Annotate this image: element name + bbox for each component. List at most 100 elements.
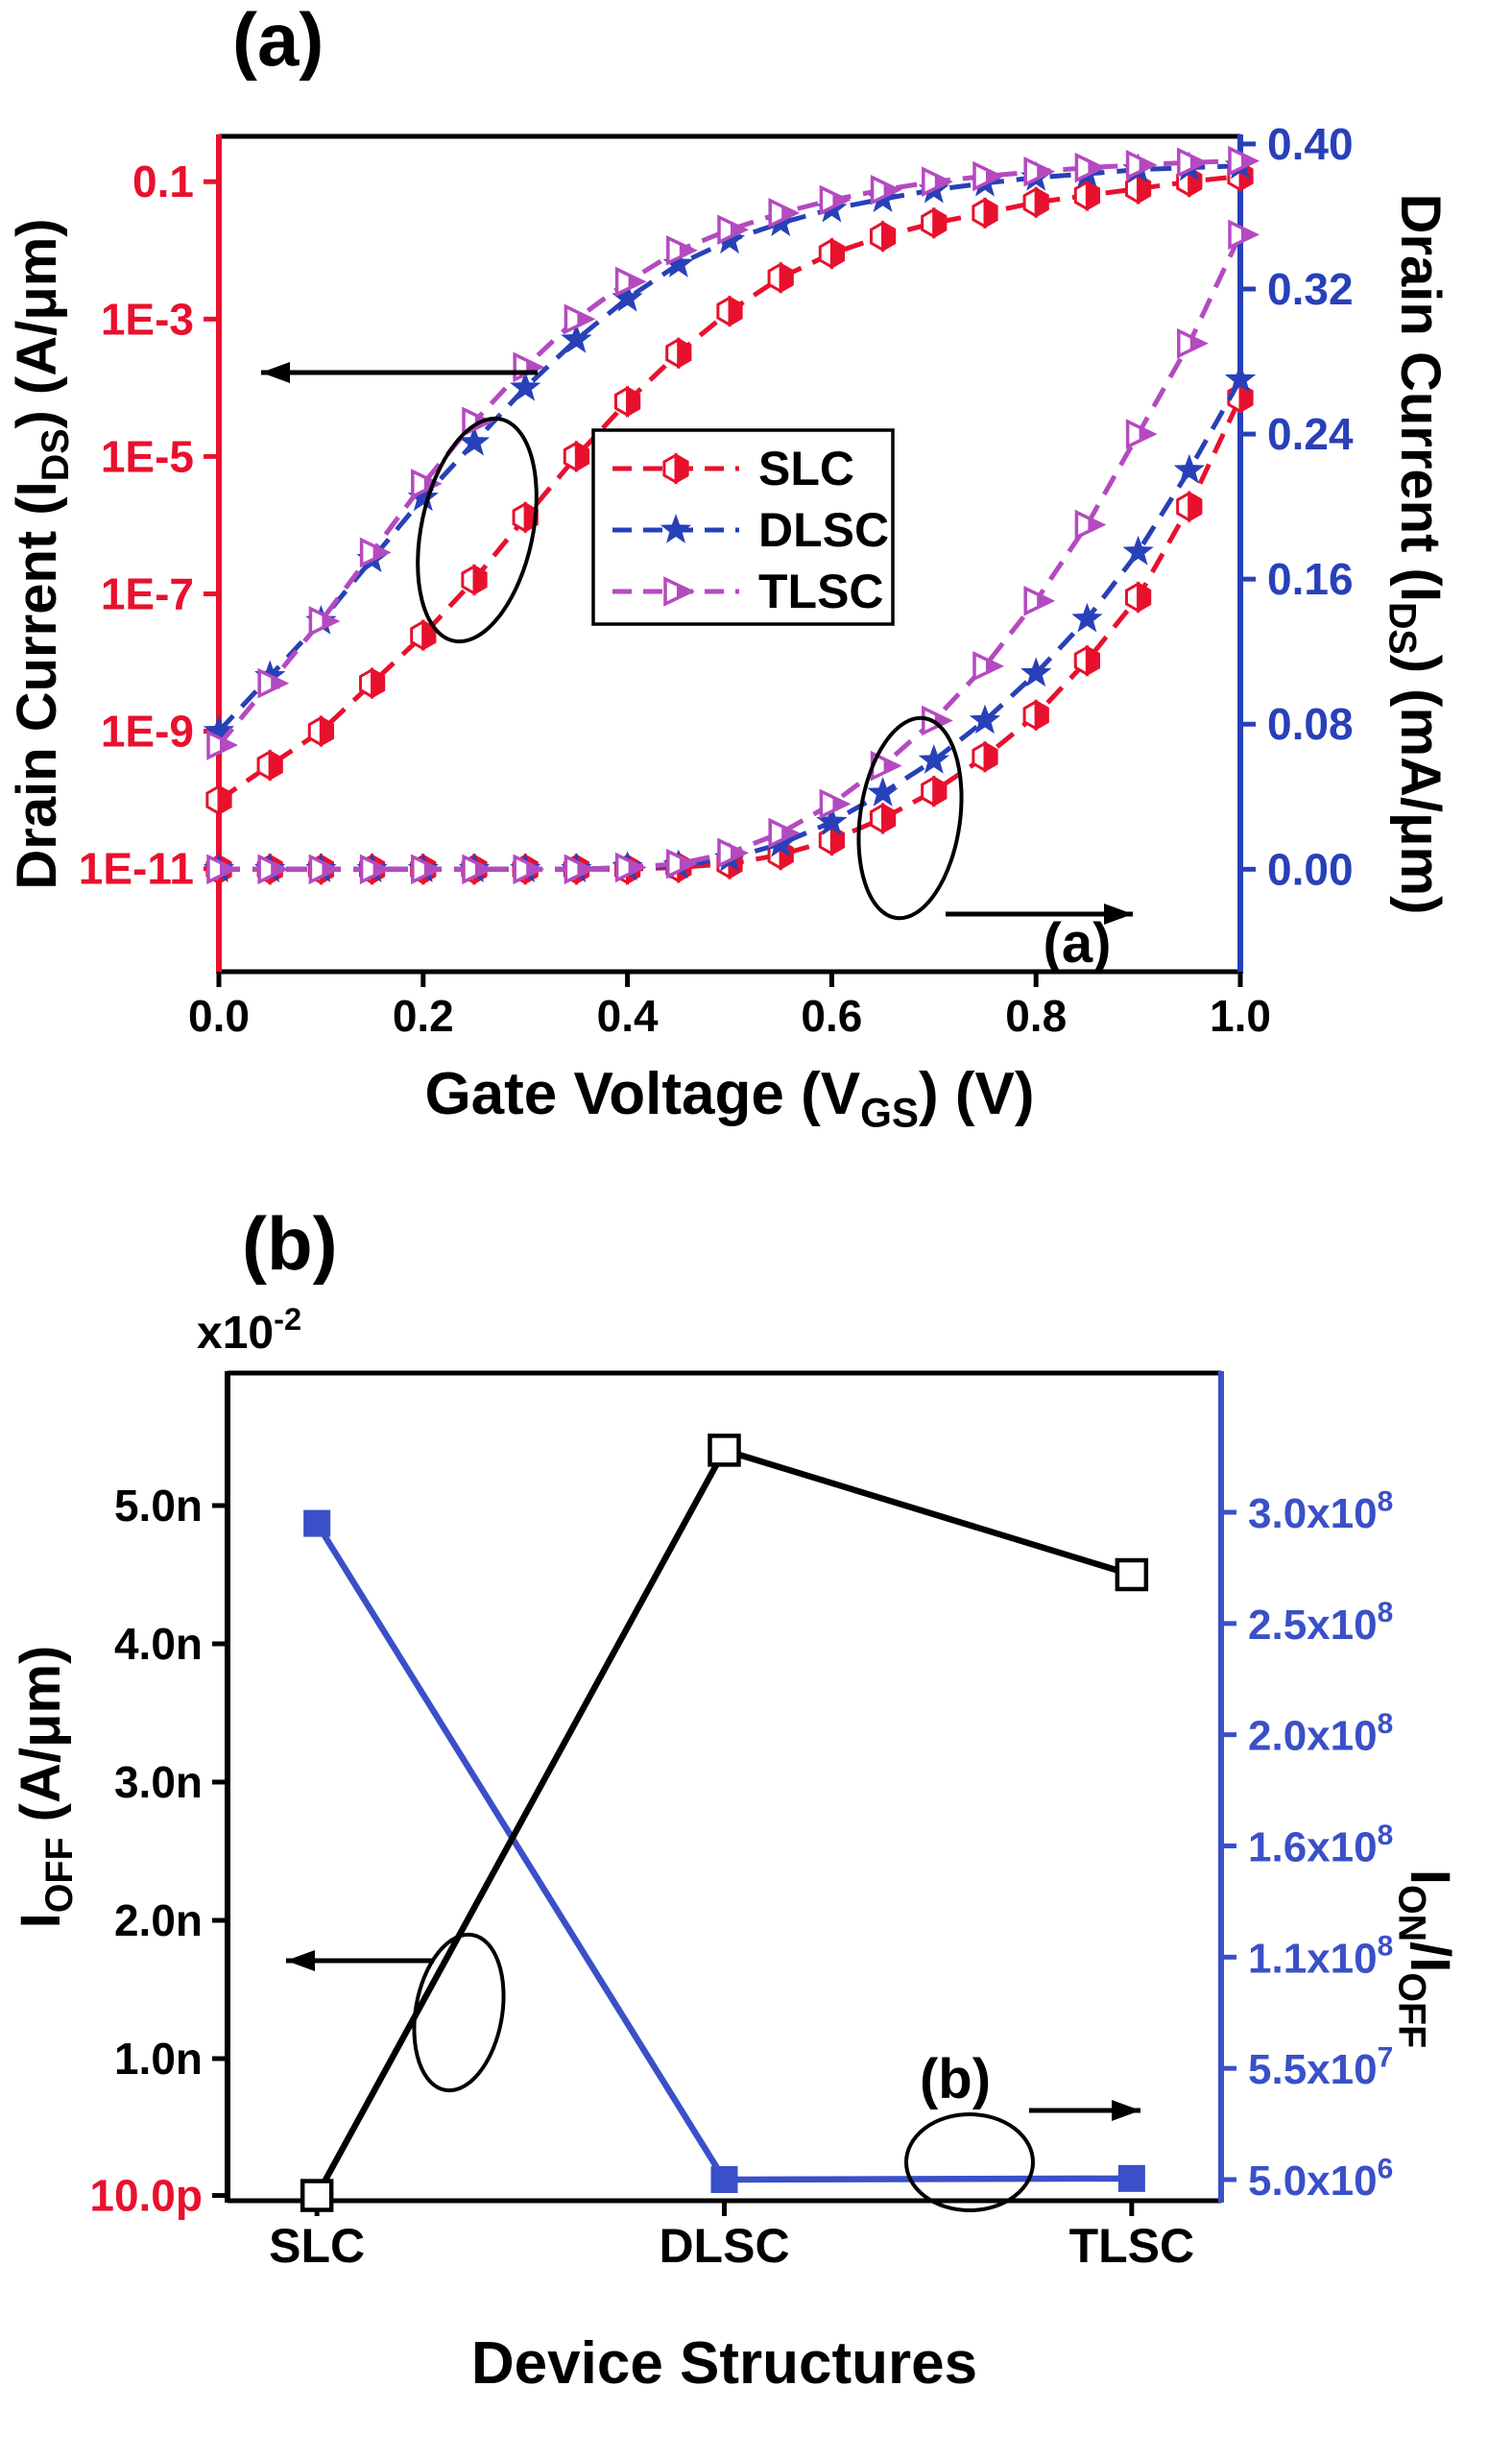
- star-marker: [561, 323, 592, 353]
- open-square-marker: [300, 2179, 334, 2212]
- star-marker: [765, 827, 797, 857]
- triangle-marker: [934, 175, 949, 189]
- triangle-marker: [986, 169, 1000, 183]
- triangle-marker: [271, 862, 286, 877]
- hexagon-marker: [921, 775, 936, 808]
- triangle-marker: [832, 193, 848, 207]
- annotation-ellipse-left-curves: [416, 416, 539, 644]
- triangle-marker: [322, 614, 337, 628]
- category-label: TLSC: [1069, 2219, 1195, 2273]
- right-axis-title: ION/IOFF: [1390, 1869, 1461, 2048]
- left-tick-label: 0.1: [132, 157, 194, 206]
- hexagon-marker: [665, 337, 681, 370]
- x-tick-label: 0.6: [801, 991, 862, 1041]
- triangle-marker: [1189, 156, 1205, 170]
- star-marker: [203, 714, 235, 745]
- left-tick-label: 4.0n: [114, 1619, 203, 1669]
- hexagon-marker: [677, 337, 692, 370]
- hexagon-marker: [319, 714, 335, 748]
- annotation-ellipse-right-curves: [856, 715, 964, 921]
- triangle-marker: [1139, 427, 1154, 442]
- star-marker: [1224, 363, 1257, 394]
- hexagon-marker: [972, 197, 987, 229]
- hexagon-marker: [1034, 699, 1049, 732]
- star-marker: [867, 776, 899, 807]
- triangle-marker: [220, 737, 234, 752]
- x-tick-label: 0.2: [393, 991, 454, 1041]
- hexagon-marker: [1085, 179, 1101, 212]
- triangle-marker: [577, 862, 592, 877]
- triangle-marker: [883, 182, 899, 197]
- hexagon-marker: [472, 564, 488, 596]
- hexagon-marker: [461, 564, 476, 596]
- left-tick-label: 5.0n: [114, 1481, 203, 1531]
- triangle-marker: [986, 659, 1000, 673]
- right-tick-label: 1.1x108: [1248, 1931, 1393, 1983]
- triangle-marker: [372, 862, 388, 877]
- open-square-marker: [1115, 1557, 1149, 1592]
- triangle-marker: [1189, 336, 1205, 350]
- triangle-marker: [322, 862, 337, 877]
- triangle-marker: [1088, 518, 1103, 532]
- triangle-marker: [1037, 593, 1052, 608]
- star-marker: [458, 425, 491, 456]
- star-marker: [660, 514, 692, 543]
- triangle-marker: [731, 846, 745, 860]
- hexagon-marker: [205, 784, 221, 816]
- right-tick-label: 0.24: [1267, 409, 1354, 459]
- triangle-marker: [679, 243, 694, 257]
- hexagon-marker: [869, 802, 885, 835]
- hexagon-marker: [613, 385, 630, 418]
- hexagon-marker: [869, 220, 885, 253]
- triangle-marker: [372, 545, 388, 560]
- star-marker: [662, 248, 694, 277]
- right-tick-label: 1.6x108: [1248, 1820, 1393, 1871]
- hexagon-marker: [268, 749, 283, 782]
- filled-square-marker: [710, 2166, 738, 2193]
- left-tick-label: 1E-7: [101, 568, 194, 618]
- hexagon-marker: [217, 784, 232, 816]
- category-label: SLC: [269, 2219, 365, 2273]
- panel-b-label: (b): [242, 1201, 338, 1286]
- hexagon-marker: [626, 385, 641, 418]
- right-tick-label: 2.0x108: [1248, 1708, 1393, 1760]
- star-marker: [1020, 657, 1052, 687]
- triangle-marker: [628, 275, 643, 289]
- hexagon-marker: [932, 206, 948, 239]
- annotation-ellipse-ratio-line: [904, 2112, 1035, 2212]
- annotation-ellipse-ioff-line: [412, 1932, 506, 2093]
- hexagon-marker: [1188, 491, 1203, 523]
- star-marker: [1071, 602, 1103, 633]
- left-axis-title: Drain Current (IDS) (A/μm): [6, 218, 77, 889]
- hexagon-marker: [767, 261, 782, 294]
- triangle-marker: [679, 856, 694, 871]
- left-tick-label: 1E-3: [101, 294, 194, 344]
- chart-a-transfer-characteristics: 0.0 0.2 0.4 0.6 0.8 1.0 0.1 1E-3 1E-5 1E-7 1E-9 1E-…: [6, 119, 1452, 1136]
- star-marker: [407, 481, 439, 512]
- triangle-marker: [1037, 164, 1052, 179]
- panel-a-label: (a): [232, 0, 324, 82]
- inner-annotation-b: (b): [920, 2048, 991, 2110]
- star-marker: [1122, 535, 1154, 566]
- x-tick-label: 0.4: [597, 991, 659, 1041]
- triangle-marker: [220, 862, 234, 877]
- filled-square-marker: [1117, 2164, 1145, 2192]
- hexagon-marker: [1176, 491, 1191, 523]
- triangle-marker: [1241, 154, 1256, 168]
- filled-square-marker: [303, 1509, 331, 1537]
- series-line-tlsc-log: [217, 158, 1241, 747]
- hexagon-marker: [574, 440, 590, 473]
- hexagon-marker: [1124, 581, 1140, 614]
- right-tick-label: 0.00: [1267, 844, 1354, 894]
- right-tick-label: 0.32: [1267, 264, 1354, 314]
- legend-label: TLSC: [758, 565, 884, 618]
- hexagon-marker: [716, 295, 732, 327]
- triangle-marker: [1241, 228, 1256, 242]
- hexagon-marker: [1022, 186, 1038, 219]
- triangle-marker: [1088, 160, 1103, 175]
- hexagon-marker: [674, 452, 689, 485]
- hexagon-marker: [983, 197, 998, 229]
- hexagon-marker: [829, 237, 846, 270]
